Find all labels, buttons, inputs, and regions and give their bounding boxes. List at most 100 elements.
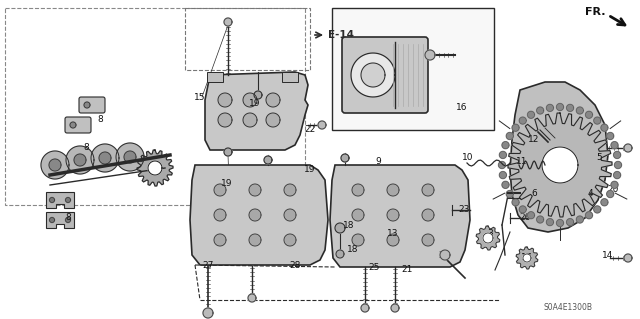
Polygon shape — [425, 50, 435, 60]
Polygon shape — [352, 184, 364, 196]
Polygon shape — [218, 93, 232, 107]
Polygon shape — [557, 103, 563, 110]
Polygon shape — [523, 254, 531, 262]
Text: 23: 23 — [458, 205, 470, 214]
Polygon shape — [512, 124, 519, 131]
FancyBboxPatch shape — [65, 117, 91, 133]
Polygon shape — [46, 192, 74, 208]
Polygon shape — [542, 147, 578, 183]
Text: 14: 14 — [602, 251, 614, 261]
Polygon shape — [351, 53, 395, 97]
Polygon shape — [361, 304, 369, 312]
Polygon shape — [499, 152, 506, 159]
Polygon shape — [387, 209, 399, 221]
Polygon shape — [422, 209, 434, 221]
Text: 12: 12 — [528, 136, 540, 145]
Polygon shape — [266, 113, 280, 127]
Polygon shape — [264, 156, 272, 164]
Polygon shape — [624, 144, 632, 152]
Polygon shape — [266, 93, 280, 107]
Text: 11: 11 — [516, 158, 528, 167]
Polygon shape — [440, 250, 450, 260]
Polygon shape — [552, 157, 568, 173]
Polygon shape — [243, 113, 257, 127]
Polygon shape — [284, 184, 296, 196]
Polygon shape — [391, 304, 399, 312]
Polygon shape — [624, 254, 632, 262]
Polygon shape — [607, 132, 614, 139]
Polygon shape — [614, 172, 621, 179]
Polygon shape — [248, 294, 256, 302]
Polygon shape — [544, 149, 576, 181]
Text: 5: 5 — [596, 152, 602, 161]
Polygon shape — [214, 209, 226, 221]
Polygon shape — [577, 216, 583, 223]
Text: 20: 20 — [607, 186, 619, 195]
Polygon shape — [46, 212, 74, 228]
Polygon shape — [116, 143, 144, 171]
Text: 25: 25 — [368, 263, 380, 272]
Polygon shape — [224, 18, 232, 26]
Bar — [282, 72, 298, 82]
Polygon shape — [224, 148, 232, 156]
Polygon shape — [91, 144, 119, 172]
Polygon shape — [65, 197, 70, 203]
Polygon shape — [422, 234, 434, 246]
Polygon shape — [611, 181, 618, 188]
Polygon shape — [352, 209, 364, 221]
Polygon shape — [547, 219, 554, 226]
Polygon shape — [601, 199, 608, 206]
Text: 17: 17 — [521, 253, 532, 262]
Polygon shape — [99, 152, 111, 164]
FancyBboxPatch shape — [342, 37, 428, 113]
Polygon shape — [519, 206, 526, 213]
Text: 16: 16 — [456, 102, 468, 112]
Polygon shape — [537, 107, 543, 114]
Text: S0A4E1300B: S0A4E1300B — [543, 303, 593, 313]
Polygon shape — [137, 150, 173, 186]
Polygon shape — [512, 199, 519, 206]
Polygon shape — [243, 93, 257, 107]
Polygon shape — [527, 111, 534, 118]
Polygon shape — [352, 234, 364, 246]
Polygon shape — [218, 113, 232, 127]
Polygon shape — [611, 142, 618, 149]
Polygon shape — [594, 206, 601, 213]
Polygon shape — [284, 209, 296, 221]
Polygon shape — [506, 132, 513, 139]
Polygon shape — [190, 165, 328, 265]
Polygon shape — [284, 234, 296, 246]
Text: 15: 15 — [195, 93, 205, 101]
Text: 8: 8 — [83, 144, 89, 152]
Polygon shape — [330, 165, 470, 267]
Text: 18: 18 — [348, 246, 359, 255]
Polygon shape — [124, 151, 136, 163]
Polygon shape — [566, 104, 573, 111]
Polygon shape — [594, 117, 601, 124]
Polygon shape — [519, 117, 526, 124]
Bar — [332, 8, 494, 130]
Polygon shape — [510, 82, 608, 232]
Polygon shape — [49, 159, 61, 171]
Text: 8: 8 — [65, 213, 71, 222]
Polygon shape — [84, 102, 90, 108]
Polygon shape — [586, 111, 593, 118]
Polygon shape — [318, 121, 326, 129]
Polygon shape — [361, 63, 385, 87]
Text: FR.: FR. — [584, 7, 605, 17]
Text: 19: 19 — [221, 179, 233, 188]
Polygon shape — [49, 197, 54, 203]
Text: 13: 13 — [387, 228, 399, 238]
Bar — [207, 72, 223, 82]
Text: 27: 27 — [202, 261, 214, 270]
Polygon shape — [502, 142, 509, 149]
Text: 21: 21 — [401, 264, 413, 273]
Polygon shape — [249, 234, 261, 246]
Polygon shape — [387, 234, 399, 246]
Text: 8: 8 — [97, 115, 103, 124]
Polygon shape — [537, 216, 543, 223]
Polygon shape — [614, 161, 621, 168]
Polygon shape — [508, 113, 612, 217]
Polygon shape — [254, 91, 262, 99]
Polygon shape — [214, 234, 226, 246]
